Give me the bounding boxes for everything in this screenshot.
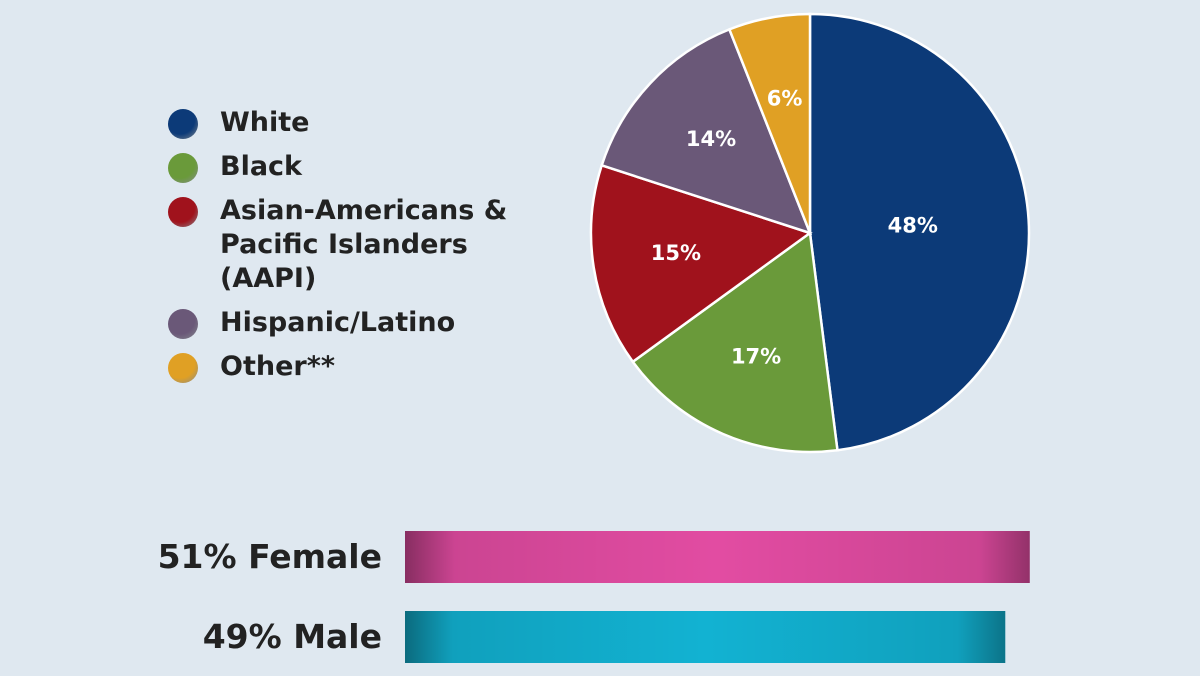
slice-label: 14% [686,127,736,151]
bar-category: Female [248,537,382,576]
bar-value-label: 51% [158,537,237,576]
legend-swatch [168,109,198,139]
pie-slice [631,230,839,454]
bar [405,531,1030,583]
legend-swatch [168,153,198,183]
legend-label: Black [220,151,303,182]
pie-slice [600,27,813,236]
pie-slice [727,12,812,234]
slice-label: 6% [767,87,803,111]
legend-label: White [220,107,310,138]
legend-swatch [168,197,198,227]
legend-label: Asian-Americans & Pacific Islanders (AAP… [220,195,508,294]
legend-swatch [168,309,198,339]
slice-label: 48% [888,214,938,238]
bar-label: 51% Female [158,537,382,576]
legend: White Black Asian-Americans & Pacific Isla… [168,106,568,394]
legend-label: Hispanic/Latino [220,307,456,338]
legend-swatch [168,353,198,383]
bar-value-label: 49% [203,617,282,656]
legend-item: White [168,106,568,140]
legend-label: Other** [220,351,335,382]
slice-label: 17% [731,345,781,369]
pie-slice [589,163,813,364]
legend-item: Black [168,150,568,184]
legend-item: Other** [168,350,568,384]
legend-item: Hispanic/Latino [168,306,568,340]
pie-slice [808,12,1031,452]
bar [405,611,1006,663]
slice-label: 15% [651,241,701,265]
bar-label: 49% Male [203,617,382,656]
legend-item: Asian-Americans & Pacific Islanders (AAP… [168,194,568,296]
bar-category: Male [293,617,382,656]
